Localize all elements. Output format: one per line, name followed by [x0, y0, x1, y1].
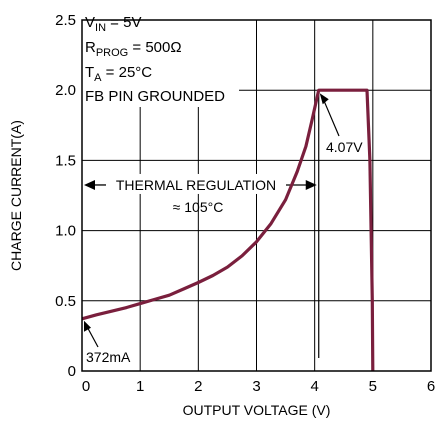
- y-tick-label: 2.0: [55, 82, 76, 99]
- plot-frame: [81, 19, 432, 372]
- x-tick-label: 1: [136, 378, 144, 395]
- series-line-charge-current: [81, 88, 375, 372]
- x-tick-label: 2: [194, 378, 202, 395]
- condition-vin: VIN = 5V: [85, 14, 141, 34]
- condition-ta: TA = 25°C: [85, 64, 152, 84]
- x-tick-label: 5: [369, 378, 377, 395]
- y-tick-label: 0.5: [55, 293, 76, 310]
- y-tick-label: 2.5: [55, 12, 76, 29]
- x-tick-label: 4: [310, 378, 318, 395]
- voltage-label: 4.07V: [326, 139, 363, 155]
- thermal-temperature-label: ≈ 105°C: [173, 199, 224, 215]
- tick-labels: 0 1 2 3 4 5 6 0 0.5 1.0 1.5 2.0 2.5: [55, 12, 435, 395]
- voltage-pointer-head: [319, 93, 329, 105]
- thermal-arrow-right-head: [305, 179, 317, 190]
- thermal-regulation-label: THERMAL REGULATION: [116, 177, 276, 193]
- current-label-background: [84, 346, 136, 366]
- current-label: 372mA: [86, 349, 131, 365]
- voltage-label-background: [324, 136, 372, 156]
- x-tick-label: 0: [82, 378, 90, 395]
- x-axis-title: OUTPUT VOLTAGE (V): [183, 402, 331, 418]
- condition-fb: FB PIN GROUNDED: [85, 88, 225, 105]
- y-tick-label: 0: [68, 363, 76, 380]
- conditions-background: [82, 13, 239, 107]
- annotations: THERMAL REGULATION ≈ 105°C 4.07V 372mA: [84, 92, 372, 366]
- thermal-label-background: [106, 173, 286, 194]
- thermal-arrow-left-head: [84, 179, 95, 190]
- condition-rprog: RPROG = 500Ω: [85, 39, 182, 59]
- current-pointer-head: [84, 320, 91, 332]
- y-tick-label: 1.5: [55, 152, 76, 169]
- y-axis-title: CHARGE CURRENT(A): [8, 120, 24, 271]
- y-tick-label: 1.0: [55, 223, 76, 240]
- x-tick-label: 3: [252, 378, 260, 395]
- voltage-pointer-line: [323, 99, 340, 137]
- conditions-box: VIN = 5V RPROG = 500Ω TA = 25°C FB PIN G…: [82, 13, 239, 107]
- x-tick-label: 6: [427, 378, 435, 395]
